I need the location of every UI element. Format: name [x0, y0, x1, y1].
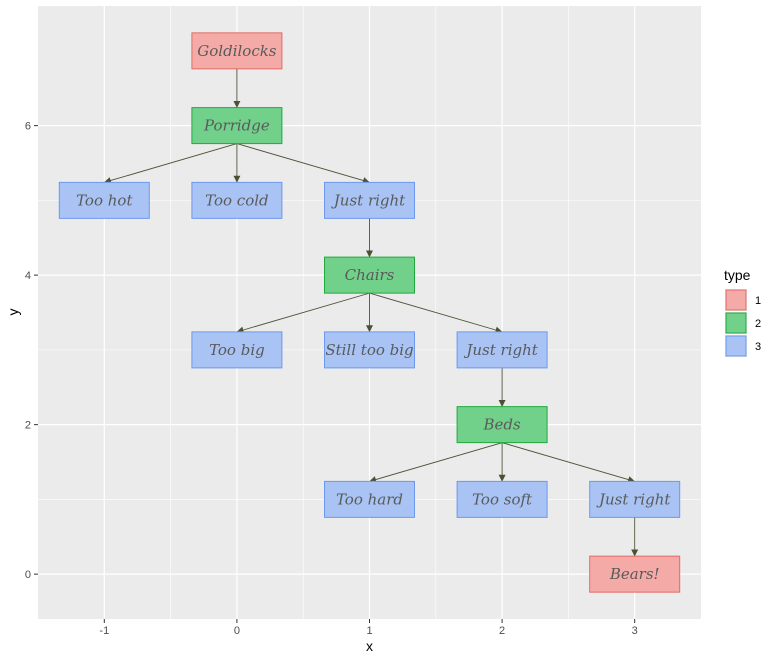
edge-arrow [103, 143, 238, 184]
node-n11: Too hard [324, 480, 415, 518]
node-label: Goldilocks [197, 42, 277, 60]
node-label: Too cold [205, 191, 269, 209]
x-tick-label: 2 [499, 625, 505, 637]
node-n1: Goldilocks [191, 32, 283, 70]
node-box [58, 181, 150, 219]
legend-title: type [724, 267, 751, 283]
node-box [589, 555, 681, 593]
legend-swatch [725, 289, 747, 311]
node-label: Beds [482, 416, 521, 434]
y-tick-label: 2 [25, 420, 31, 432]
node-box [456, 406, 548, 444]
node-label: Just right [596, 490, 671, 508]
edge-arrow [501, 442, 636, 483]
node-box [191, 107, 283, 145]
node-n8: Still too big [324, 331, 415, 369]
node-box [456, 331, 548, 369]
edges [103, 68, 639, 557]
node-label: Just right [463, 341, 538, 359]
y-tick-label: 6 [25, 121, 31, 133]
node-box [324, 181, 415, 219]
node-n10: Beds [456, 406, 548, 444]
node-box [589, 480, 681, 518]
node-n9: Just right [456, 331, 548, 369]
legend-swatch [725, 312, 747, 334]
node-label: Porridge [203, 117, 270, 135]
legend-label: 1 [755, 295, 761, 307]
node-box [456, 480, 548, 518]
legend-label: 2 [755, 318, 761, 330]
node-label: Too big [209, 341, 265, 359]
node-box [324, 331, 415, 369]
node-label: Just right [331, 191, 406, 209]
x-tick-label: 0 [234, 625, 240, 637]
node-n5: Just right [324, 181, 415, 219]
node-box [191, 32, 283, 70]
y-axis-title: y [5, 309, 21, 316]
node-n7: Too big [191, 331, 283, 369]
edge-arrow [236, 143, 370, 184]
edge-arrow [369, 442, 503, 483]
node-label: Chairs [345, 266, 395, 284]
x-axis-title: x [366, 638, 373, 654]
y-axis-ticks: 0 2 4 6 [25, 121, 38, 581]
node-label: Bears! [609, 565, 660, 583]
node-box [324, 480, 415, 518]
node-box [191, 331, 283, 369]
y-tick-label: 4 [25, 270, 31, 282]
y-tick-label: 0 [25, 569, 31, 581]
edge-arrow [236, 292, 370, 334]
node-label: Too soft [472, 490, 533, 508]
node-label: Too hard [336, 490, 403, 508]
legend: type 1 2 3 [724, 267, 761, 357]
node-n13: Just right [589, 480, 681, 518]
x-tick-label: 1 [366, 625, 372, 637]
node-box [191, 181, 283, 219]
x-tick-label: -1 [99, 625, 109, 637]
node-label: Too hot [76, 191, 133, 209]
edge-arrow [369, 292, 503, 334]
x-tick-label: 3 [632, 625, 638, 637]
node-n6: Chairs [324, 256, 415, 294]
node-n12: Too soft [456, 480, 548, 518]
x-axis-ticks: -1 0 1 2 3 [99, 619, 638, 637]
legend-swatch [725, 335, 747, 357]
node-n14: Bears! [589, 555, 681, 593]
node-n3: Too hot [58, 181, 150, 219]
node-n4: Too cold [191, 181, 283, 219]
node-n2: Porridge [191, 107, 283, 145]
nodes: Goldilocks Porridge Too hot Too cold Just ri… [58, 32, 681, 593]
node-label: Still too big [325, 341, 413, 359]
node-box [324, 256, 415, 294]
legend-label: 3 [755, 341, 761, 353]
